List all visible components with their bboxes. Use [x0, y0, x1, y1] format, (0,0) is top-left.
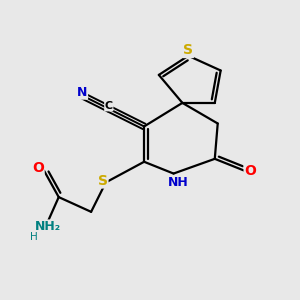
Text: O: O: [32, 161, 44, 175]
Text: N: N: [77, 86, 88, 99]
Text: S: S: [98, 174, 108, 188]
Text: S: S: [183, 44, 193, 58]
Text: O: O: [244, 164, 256, 178]
Text: H: H: [30, 232, 38, 242]
Text: C: C: [105, 101, 113, 111]
Text: NH: NH: [168, 176, 188, 189]
Text: NH₂: NH₂: [35, 220, 62, 233]
